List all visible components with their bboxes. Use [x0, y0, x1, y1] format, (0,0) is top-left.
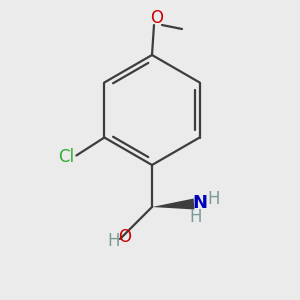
Polygon shape	[152, 199, 194, 209]
Text: Cl: Cl	[58, 148, 74, 166]
Text: H: H	[208, 190, 220, 208]
Text: N: N	[193, 194, 208, 212]
Text: O: O	[118, 228, 131, 246]
Text: H: H	[108, 232, 120, 250]
Text: H: H	[190, 208, 202, 226]
Text: O: O	[151, 9, 164, 27]
